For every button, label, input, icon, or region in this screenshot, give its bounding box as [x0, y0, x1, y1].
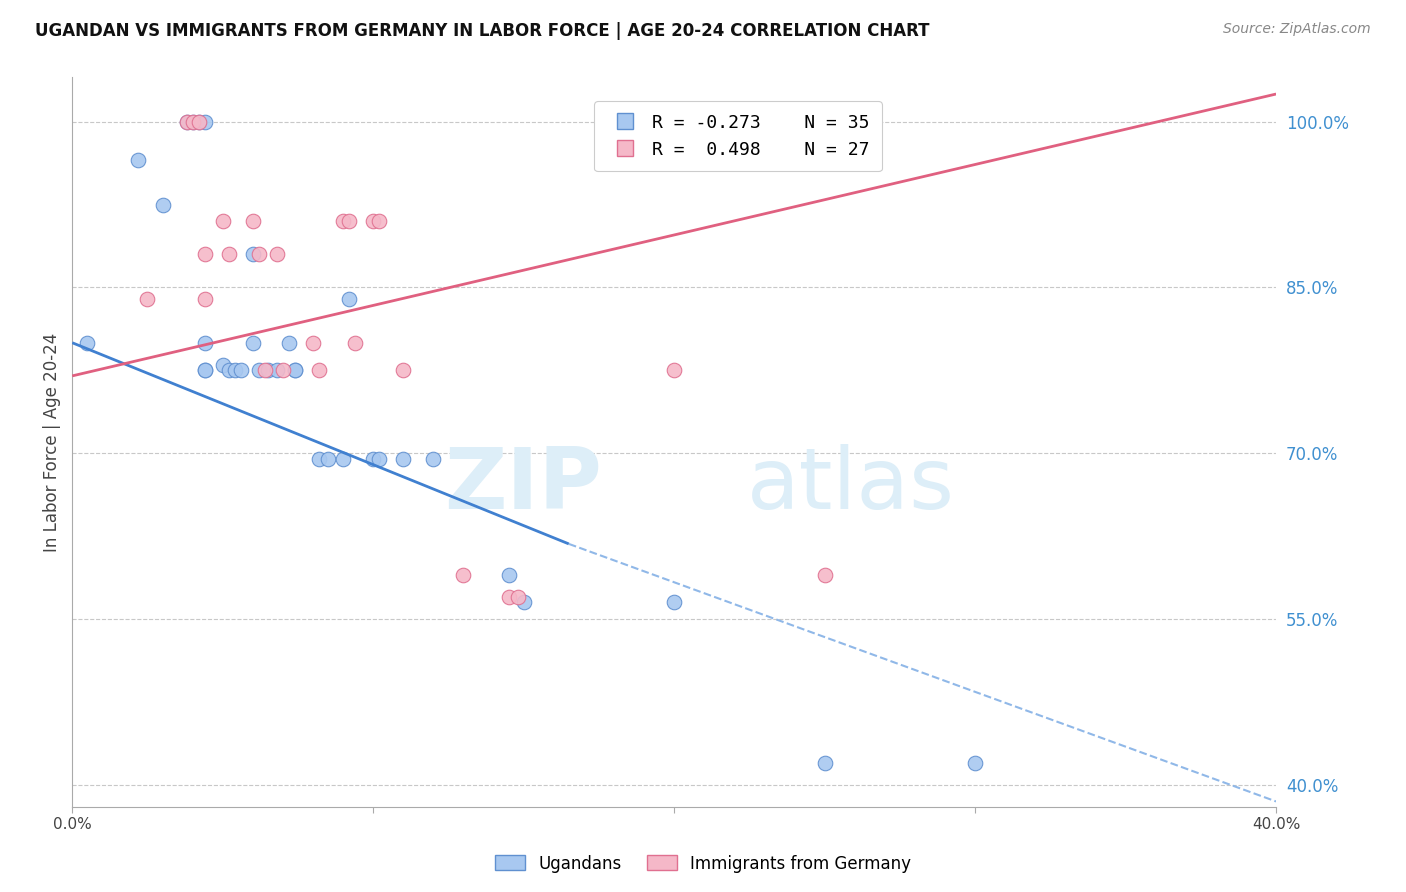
Point: [229, 363, 252, 377]
Point: [814, 567, 837, 582]
Point: [194, 363, 217, 377]
Point: [368, 451, 391, 466]
Point: [332, 451, 354, 466]
Point: [814, 756, 837, 770]
Text: atlas: atlas: [747, 444, 955, 527]
Point: [266, 363, 288, 377]
Point: [176, 114, 198, 128]
Point: [337, 214, 360, 228]
Point: [194, 247, 217, 261]
Point: [224, 363, 246, 377]
Point: [194, 292, 217, 306]
Point: [194, 335, 217, 350]
Point: [218, 363, 240, 377]
Point: [176, 114, 198, 128]
Point: [266, 247, 288, 261]
Point: [392, 451, 415, 466]
Point: [316, 451, 339, 466]
Point: [181, 114, 204, 128]
Point: [152, 197, 174, 211]
Point: [308, 451, 330, 466]
Point: [308, 363, 330, 377]
Point: [361, 451, 384, 466]
Point: [284, 363, 307, 377]
Point: [253, 363, 276, 377]
Point: [242, 247, 264, 261]
Point: [453, 567, 475, 582]
Legend: R = -0.273    N = 35, R =  0.498    N = 27: R = -0.273 N = 35, R = 0.498 N = 27: [593, 101, 882, 171]
Point: [187, 114, 209, 128]
Point: [498, 567, 520, 582]
Point: [211, 358, 233, 372]
Point: [218, 247, 240, 261]
Point: [257, 363, 280, 377]
Text: ZIP: ZIP: [444, 444, 602, 527]
Point: [247, 363, 270, 377]
Point: [337, 292, 360, 306]
Point: [187, 114, 209, 128]
Point: [368, 214, 391, 228]
Point: [277, 335, 299, 350]
Point: [344, 335, 367, 350]
Point: [302, 335, 325, 350]
Point: [76, 335, 98, 350]
Point: [284, 363, 307, 377]
Point: [662, 595, 685, 609]
Point: [271, 363, 294, 377]
Point: [506, 590, 529, 604]
Point: [242, 214, 264, 228]
Point: [498, 590, 520, 604]
Point: [392, 363, 415, 377]
Point: [181, 114, 204, 128]
Legend: Ugandans, Immigrants from Germany: Ugandans, Immigrants from Germany: [488, 848, 918, 880]
Point: [194, 114, 217, 128]
Text: Source: ZipAtlas.com: Source: ZipAtlas.com: [1223, 22, 1371, 37]
Y-axis label: In Labor Force | Age 20-24: In Labor Force | Age 20-24: [44, 333, 60, 552]
Point: [136, 292, 159, 306]
Text: UGANDAN VS IMMIGRANTS FROM GERMANY IN LABOR FORCE | AGE 20-24 CORRELATION CHART: UGANDAN VS IMMIGRANTS FROM GERMANY IN LA…: [35, 22, 929, 40]
Point: [361, 214, 384, 228]
Point: [127, 153, 149, 168]
Point: [512, 595, 534, 609]
Point: [332, 214, 354, 228]
Point: [211, 214, 233, 228]
Point: [965, 756, 987, 770]
Point: [422, 451, 444, 466]
Point: [242, 335, 264, 350]
Point: [247, 247, 270, 261]
Point: [194, 363, 217, 377]
Point: [662, 363, 685, 377]
